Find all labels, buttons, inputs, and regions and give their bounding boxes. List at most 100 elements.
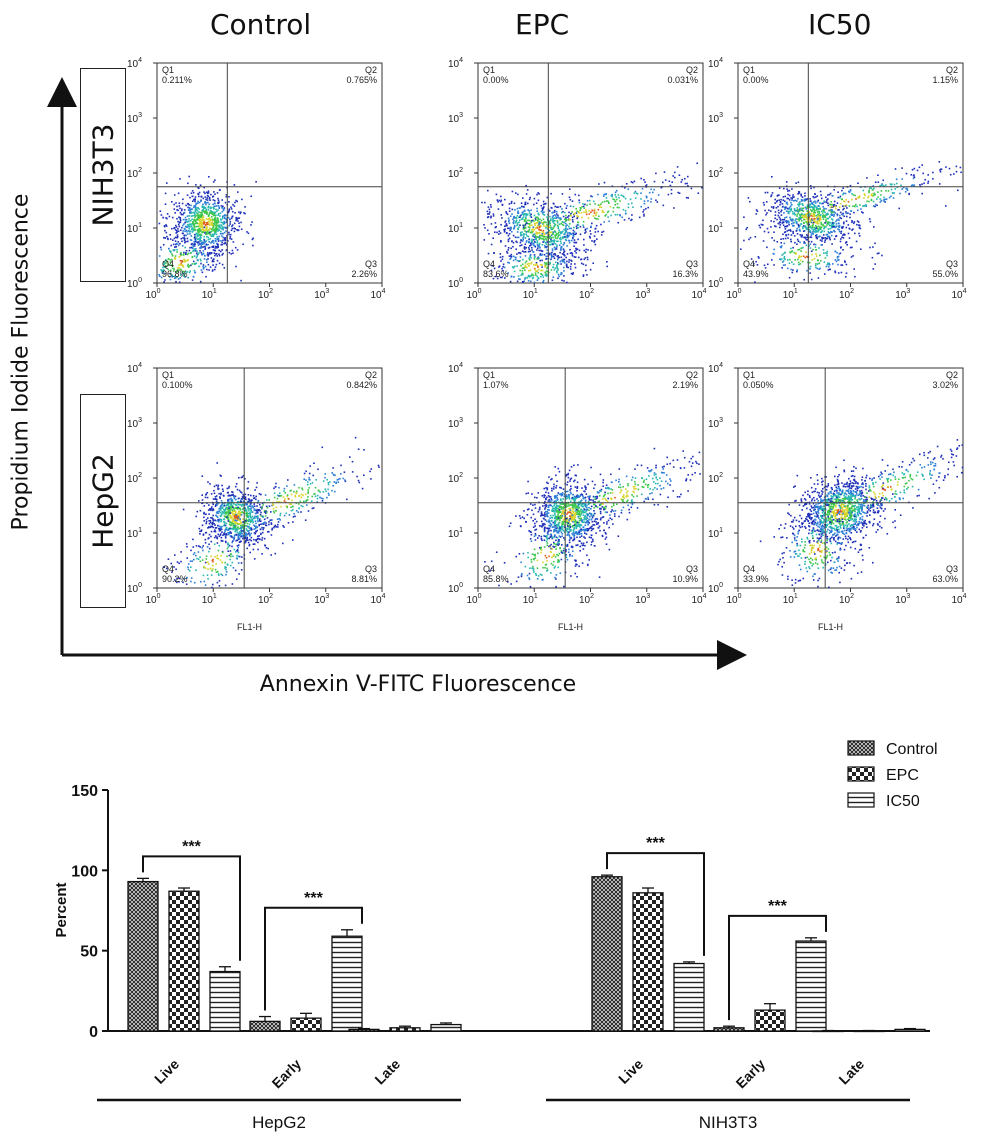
event-dot: [546, 218, 549, 220]
event-dot: [173, 579, 176, 581]
event-dot: [826, 252, 828, 255]
event-dot: [534, 234, 537, 237]
event-dot: [208, 520, 210, 522]
event-dot: [801, 199, 804, 201]
event-dot: [241, 526, 243, 528]
event-dot: [357, 479, 360, 482]
event-dot: [199, 211, 202, 214]
event-dot: [217, 240, 220, 242]
event-dot: [774, 214, 777, 216]
event-dot: [298, 507, 300, 510]
event-dot: [225, 512, 228, 515]
event-dot: [528, 265, 530, 267]
event-dot: [815, 249, 817, 251]
event-dot: [207, 254, 210, 256]
event-dot: [198, 527, 201, 530]
event-dot: [257, 541, 259, 544]
event-dot: [183, 235, 186, 237]
event-dot: [193, 205, 196, 207]
event-dot: [530, 262, 532, 265]
event-dot: [216, 510, 219, 513]
event-dot: [843, 234, 845, 236]
event-dot: [183, 211, 186, 214]
event-dot: [825, 265, 828, 268]
event-dot: [248, 523, 251, 526]
event-dot: [545, 275, 548, 277]
event-dot: [645, 185, 647, 187]
event-dot: [166, 182, 168, 184]
event-dot: [619, 200, 621, 202]
event-dot: [193, 214, 196, 217]
event-dot: [249, 516, 252, 519]
event-dot: [292, 509, 294, 511]
event-dot: [606, 200, 608, 202]
event-dot: [204, 248, 206, 250]
event-dot: [206, 192, 209, 194]
event-dot: [562, 260, 564, 263]
event-dot: [671, 181, 673, 183]
event-dot: [222, 215, 224, 218]
event-dot: [784, 220, 787, 223]
event-dot: [500, 260, 502, 262]
event-dot: [218, 262, 221, 265]
event-dot: [204, 201, 206, 203]
event-dot: [858, 232, 860, 235]
event-dot: [579, 207, 582, 209]
event-dot: [218, 508, 220, 510]
event-dot: [198, 545, 200, 547]
event-dot: [557, 269, 559, 271]
event-dot: [797, 181, 800, 184]
event-dot: [656, 201, 659, 203]
event-dot: [222, 551, 224, 554]
event-dot: [592, 262, 594, 264]
event-dot: [523, 280, 525, 282]
event-dot: [807, 205, 809, 207]
event-dot: [257, 500, 260, 502]
event-dot: [206, 253, 209, 256]
event-dot: [583, 211, 585, 213]
event-dot: [221, 540, 224, 542]
event-dot: [544, 242, 547, 244]
event-dot: [563, 270, 565, 272]
event-dot: [187, 223, 189, 226]
event-dot: [817, 205, 820, 207]
event-dot: [524, 237, 527, 239]
event-dot: [356, 475, 358, 478]
y-tick-exponent: 2: [138, 167, 142, 174]
event-dot: [220, 519, 223, 522]
event-dot: [513, 217, 516, 219]
event-dot: [809, 231, 812, 234]
event-dot: [205, 259, 208, 261]
event-dot: [610, 214, 612, 217]
event-dot: [570, 263, 572, 265]
event-dot: [222, 228, 224, 231]
event-dot: [501, 267, 503, 270]
event-dot: [228, 251, 231, 254]
event-dot: [787, 210, 790, 213]
event-dot: [259, 518, 261, 520]
event-dot: [512, 222, 515, 225]
event-dot: [490, 243, 493, 246]
event-dot: [860, 248, 862, 250]
event-dot: [820, 218, 822, 221]
event-dot: [179, 207, 181, 210]
event-dot: [837, 228, 839, 230]
event-dot: [244, 206, 246, 208]
event-dot: [223, 495, 225, 497]
event-dot: [302, 494, 304, 497]
event-dot: [763, 264, 766, 267]
event-dot: [771, 176, 773, 178]
event-dot: [261, 507, 263, 510]
event-dot: [913, 176, 916, 178]
event-dot: [189, 560, 192, 562]
event-dot: [208, 563, 210, 565]
event-dot: [537, 277, 540, 280]
event-dot: [212, 233, 214, 236]
event-dot: [195, 207, 198, 209]
event-dot: [796, 207, 799, 209]
event-dot: [785, 210, 788, 212]
event-dot: [540, 273, 542, 275]
event-dot: [785, 225, 788, 228]
event-dot: [530, 216, 533, 218]
event-dot: [493, 267, 496, 270]
